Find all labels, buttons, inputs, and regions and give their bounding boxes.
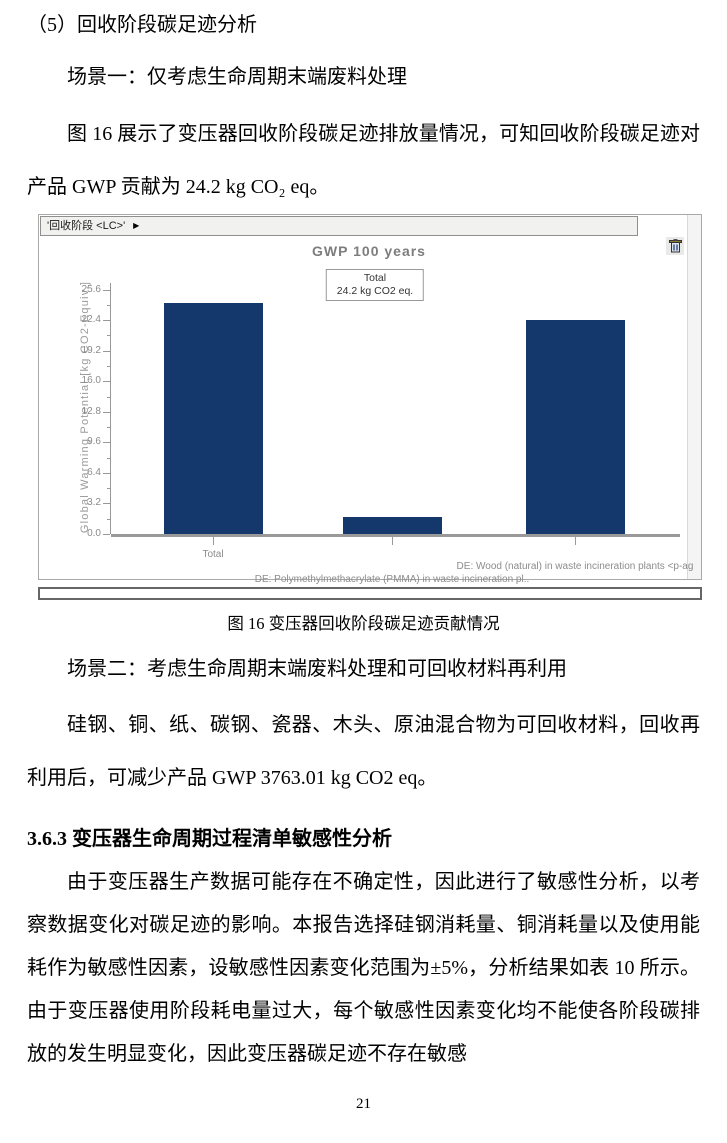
y-major-tick [103,442,110,444]
bar-de[interactable] [342,516,442,534]
annotation-line1: Total [363,272,387,284]
plot-area: 0.0 3.2 6.4 9.6 12.8 16.0 19.2 22.4 25.6 Total DE:… [39,215,701,585]
y-tick-label: 9.6 [87,436,101,448]
y-minor-tick [107,427,110,429]
y-minor-tick [107,335,110,337]
page-number: 21 [356,1096,371,1112]
y-major-tick [103,289,110,291]
x-category-label: Total [202,549,224,560]
play-arrow-icon: ▶ [133,221,140,230]
y-tick-label: 3.2 [87,497,101,509]
scenario1-line: 场景一：仅考虑生命周期末端废料处理 [67,66,407,88]
y-major-tick [103,503,110,505]
chart-tab[interactable]: '回收阶段 <LC>' ▶ [40,216,638,236]
annotation-line2: 24.2 kg CO2 eq. [336,285,414,297]
y-major-tick [103,350,110,352]
y-tick-label: 16.0 [81,375,101,387]
x-tick [575,537,576,545]
y-tick-label: 19.2 [81,344,101,356]
x-tick [392,537,393,545]
figure-caption: 图 16 变压器回收阶段碳足迹贡献情况 [227,614,500,633]
y-major-tick [103,381,110,383]
y-tick-label: 12.8 [81,405,101,417]
x-axis-baseline [111,534,680,537]
x-category-label: DE: Polymethylmethacrylate (PMMA) in was… [254,574,530,585]
y-tick-label: 6.4 [87,466,101,478]
y-axis-line [110,283,111,534]
bar-de[interactable] [525,320,625,534]
y-tick-label: 0.0 [87,528,101,539]
y-major-tick [103,320,110,322]
y-major-tick [103,534,110,535]
y-major-tick [103,411,110,413]
vertical-scrollbar[interactable] [687,215,701,579]
y-minor-tick [107,518,110,520]
y-minor-tick [107,457,110,459]
y-tick-label: 25.6 [81,283,101,295]
y-major-tick [103,472,110,474]
x-category-label: DE: Wood (natural) in waste incineration… [456,561,694,572]
gabi-chart-widget: '回收阶段 <LC>' ▶ GWP 100 years Total 24.2 kg… [38,214,702,585]
chart-tab-label: '回收阶段 <LC>' [47,220,126,232]
bar-total[interactable] [163,303,263,534]
total-annotation: Total 24.2 kg CO2 eq. [325,269,425,301]
y-minor-tick [107,488,110,490]
trash-button[interactable] [666,237,684,255]
y-tick-label: 22.4 [81,314,101,326]
section-heading: （5）回收阶段碳足迹分析 [27,14,257,36]
y-minor-tick [107,304,110,306]
document-page: （5）回收阶段碳足迹分析 场景一：仅考虑生命周期末端废料处理 图 16 展示了变… [0,10,727,1114]
y-minor-tick [107,366,110,368]
paragraph-sensitivity: 由于变压器生产数据可能存在不确定性，因此进行了敏感性分析，以考察数据变化对碳足迹… [27,871,700,1065]
paragraph-figure16: 图 16 展示了变压器回收阶段碳足迹排放量情况，可知回收阶段碳足迹对产品 GWP… [27,123,700,198]
scenario2-line: 场景二：考虑生命周期末端废料处理和可回收材料再利用 [67,658,567,680]
partial-panel-edge [38,587,702,600]
paragraph-recyclable: 硅钢、铜、纸、碳钢、瓷器、木头、原油混合物为可回收材料，回收再利用后，可减少产品… [27,714,700,789]
trash-icon [668,239,682,253]
chart-title: GWP 100 years [312,243,426,259]
x-tick [213,537,214,545]
subsection-heading: 3.6.3 变压器生命周期过程清单敏感性分析 [27,828,392,850]
y-minor-tick [107,396,110,398]
